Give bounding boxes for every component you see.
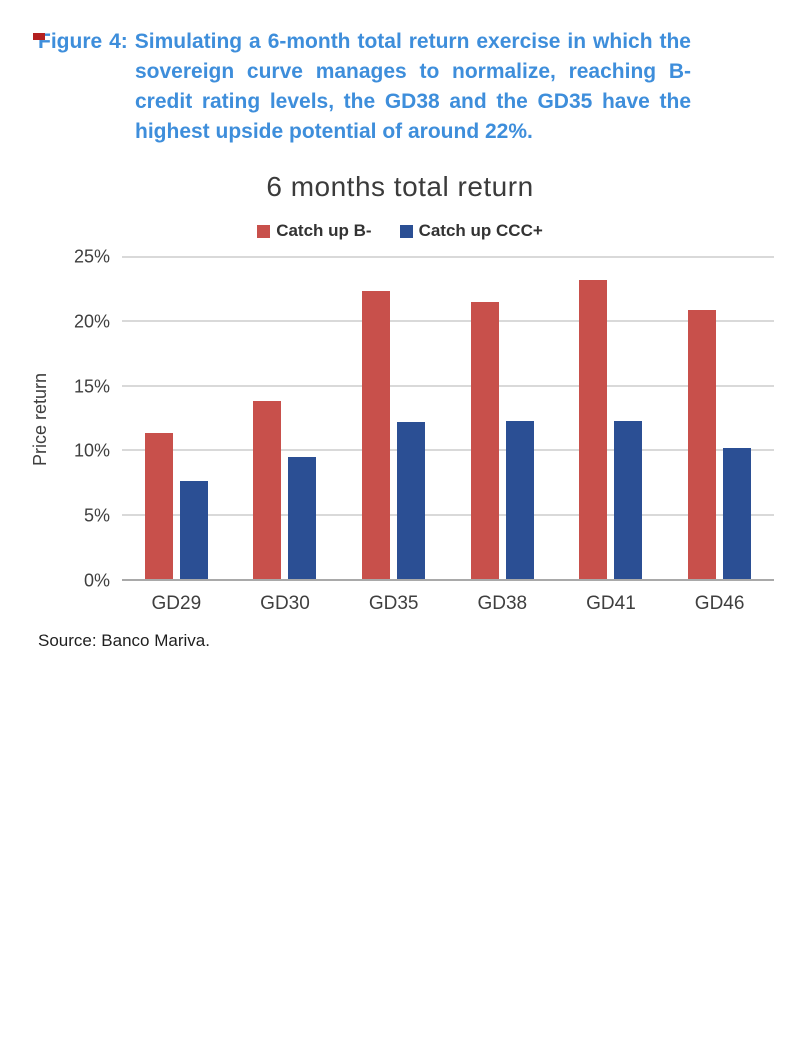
y-axis-title: Price return (30, 372, 50, 466)
bar-chart: 6 months total return Catch up B- Catch u… (0, 171, 800, 614)
plot-area: GD29 GD30 GD35 GD38 GD41 GD46 (122, 256, 774, 614)
y-tick-label: 15% (73, 376, 110, 397)
y-tick-label: 10% (73, 440, 110, 461)
gridline (122, 256, 774, 258)
bar-group: GD41 (579, 257, 643, 614)
bar (505, 420, 534, 579)
y-axis-title-column: Price return (30, 257, 58, 581)
bar-group: GD46 (688, 257, 752, 614)
plot-row: Price return 0% 5% 10% 15% 20% 25% GD29 GD30 GD… (30, 247, 774, 614)
bar (723, 447, 752, 579)
figure-caption: Figure 4: Simulating a 6-month total ret… (38, 27, 691, 147)
x-tick-label: GD38 (477, 593, 528, 614)
bar (362, 290, 391, 579)
bar (288, 456, 317, 579)
y-tick-label: 25% (73, 246, 110, 267)
x-tick-label: GD41 (586, 593, 636, 614)
bar (397, 421, 426, 579)
gridline (122, 384, 774, 387)
gridline (122, 513, 774, 516)
bar (470, 302, 499, 579)
legend-swatch (399, 224, 413, 238)
x-tick-label: GD30 (260, 593, 310, 614)
x-tick-label: GD35 (368, 593, 419, 614)
y-axis-tick-labels: 0% 5% 10% 15% 20% 25% (58, 247, 122, 591)
y-tick-label: 0% (83, 570, 110, 591)
legend-item: Catch up B- (257, 221, 372, 241)
bar (179, 481, 208, 579)
chart-title: 6 months total return (266, 171, 534, 202)
legend-label: Catch up CCC+ (418, 221, 543, 240)
bar-group: GD35 (362, 257, 426, 614)
x-tick-label: GD29 (151, 593, 202, 614)
bar-group: GD38 (470, 257, 534, 614)
gridline (122, 320, 774, 323)
legend-label: Catch up B- (276, 221, 372, 240)
y-tick-label: 5% (83, 505, 110, 526)
y-tick-label: 20% (73, 311, 110, 332)
bar (688, 309, 717, 579)
chart-legend: Catch up B- Catch up CCC+ (0, 221, 800, 241)
bar (144, 433, 173, 579)
legend-item: Catch up CCC+ (399, 221, 543, 241)
bar-group: GD29 (144, 257, 208, 614)
x-tick-label: GD46 (694, 593, 745, 614)
gridline (122, 449, 774, 452)
bar-groups: GD29 GD30 GD35 GD38 GD41 GD46 (122, 257, 774, 614)
bar (579, 280, 608, 579)
legend-swatch (257, 224, 271, 238)
bar (253, 401, 282, 579)
figure-caption-text: Simulating a 6-month total return exerci… (134, 30, 691, 143)
red-mark-artifact (33, 33, 45, 40)
bar-group: GD30 (253, 257, 317, 614)
figure-caption-prefix: Figure 4: (38, 30, 128, 53)
source-note: Source: Banco Mariva. (38, 631, 210, 650)
bar (614, 420, 643, 579)
